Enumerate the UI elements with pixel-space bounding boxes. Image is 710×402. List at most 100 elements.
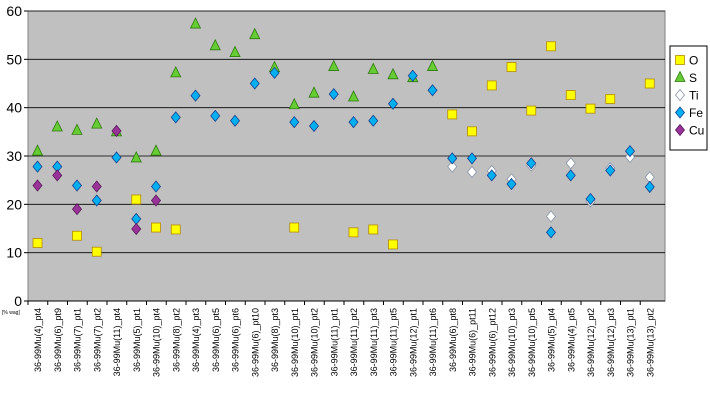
x-tick-label: 36-99Mu(11)_pt1 [329, 308, 339, 376]
y-tick-label: 30 [6, 148, 22, 164]
point-o [170, 224, 181, 235]
point-fe [486, 169, 497, 182]
point-fe [249, 77, 260, 90]
legend-marker-fe [674, 106, 686, 119]
point-o [605, 94, 616, 104]
x-tick-label: 36-99Mu(6)_pt12 [487, 308, 497, 377]
point-fe [526, 157, 537, 170]
point-s [288, 97, 300, 110]
point-cu [71, 203, 83, 216]
x-tick-label: 36-99Mu(5)_pt4 [547, 308, 557, 372]
x-tick-label: 36-99Mu(6)_pt11 [468, 308, 478, 376]
x-tick-label: 36-99Mu(11)_pt5 [389, 308, 399, 376]
point-fe [111, 151, 122, 164]
point-s [347, 90, 360, 102]
x-tick-label: 36-99Mu(5)_pt1 [132, 308, 142, 372]
x-tick-label: 36-99Mu(10)_pt4 [152, 308, 162, 377]
y-tick-label: 10 [6, 245, 22, 261]
x-tick-label: 36-99Mu(8)_pt2 [171, 308, 181, 372]
point-s [91, 117, 103, 129]
point-fe [545, 226, 557, 239]
point-s [387, 67, 399, 80]
x-tick-label: 36-99Mu(8)_pt3 [270, 308, 280, 372]
point-fe [427, 84, 438, 97]
point-o [348, 227, 359, 238]
x-tick-label: 36-99Mu(11)_pt6 [428, 308, 438, 376]
point-s [150, 144, 162, 156]
x-tick-label: 36-99Mu(6)_pt9 [53, 308, 63, 372]
point-s [189, 17, 202, 29]
point-fe [466, 152, 478, 165]
point-s [130, 151, 142, 163]
point-o [506, 62, 517, 72]
series-cu [32, 124, 162, 236]
x-tick-label: 36-99Mu(7)_pt2 [92, 308, 102, 372]
x-tick-label: 36-99Mu(10)_pt3 [507, 308, 517, 377]
legend-label-o: O [689, 54, 698, 68]
point-o [447, 109, 458, 120]
point-fe [190, 89, 201, 102]
point-cu [52, 169, 63, 182]
legend-label-fe: Fe [689, 106, 703, 120]
x-tick-label: 36-99Mu(11)_pt2 [349, 308, 359, 376]
point-s [51, 120, 63, 132]
point-o [526, 105, 537, 116]
point-o [151, 222, 161, 233]
legend-marker-ti [674, 88, 686, 102]
x-tick-label: 36-99Mu(11)_pt4 [112, 308, 122, 376]
x-tick-label: 36-99Mu(6)_pt8 [448, 308, 458, 372]
data-points [31, 17, 655, 257]
point-s [209, 38, 221, 51]
unit-label: [% wag] [2, 310, 20, 316]
point-s [229, 45, 241, 57]
point-o [585, 103, 596, 114]
point-s [71, 123, 83, 135]
point-ti [447, 160, 458, 173]
point-o [565, 90, 576, 100]
point-o [644, 78, 655, 89]
point-s [249, 27, 261, 40]
x-axis: 36-99Mu(4)_pt4 36-99Mu(6)_pt9 36-99Mu(7)_p… [27, 300, 665, 377]
point-cu [32, 179, 43, 192]
x-tick-label: 36-99Mu(10)_pt5 [527, 308, 537, 377]
point-fe [150, 180, 162, 193]
point-ti [466, 165, 478, 179]
legend-label-ti: Ti [689, 89, 699, 103]
point-fe [605, 164, 616, 177]
point-fe [308, 119, 320, 133]
legend-label-s: S [689, 71, 697, 85]
point-s [426, 59, 439, 71]
point-fe [585, 192, 596, 206]
x-tick-label: 36-99Mu(4)_pt5 [566, 308, 576, 372]
x-tick-label: 36-99Mu(4)_pt3 [191, 308, 201, 372]
point-fe [229, 114, 241, 127]
point-fe [32, 160, 43, 173]
y-tick-label: 0 [14, 293, 22, 309]
point-fe [91, 194, 102, 207]
point-fe [387, 97, 399, 110]
point-fe [644, 180, 655, 194]
y-axis: 0 10 20 30 40 50 60 [6, 3, 28, 309]
x-tick-label: 36-99Mu(10)_pt1 [290, 308, 300, 377]
point-fe [407, 69, 418, 82]
point-s [328, 59, 340, 71]
x-tick-label: 36-99Mu(6)_pt10 [250, 308, 260, 377]
x-tick-label: 36-99Mu(6)_pt6 [231, 308, 241, 372]
legend-label-cu: Cu [689, 124, 704, 138]
point-cu [131, 222, 142, 236]
point-fe [289, 116, 300, 129]
point-o [32, 238, 43, 248]
point-fe [368, 114, 379, 127]
point-s [170, 65, 182, 78]
point-o [91, 246, 102, 257]
point-fe [506, 177, 517, 191]
point-fe [565, 169, 576, 182]
point-s [367, 62, 379, 74]
point-o [546, 41, 556, 52]
point-fe [447, 152, 458, 165]
point-o [467, 126, 477, 137]
x-tick-label: 36-99Mu(13)_pt2 [645, 308, 655, 377]
legend-marker-s [674, 70, 686, 82]
y-tick-label: 20 [6, 196, 22, 212]
